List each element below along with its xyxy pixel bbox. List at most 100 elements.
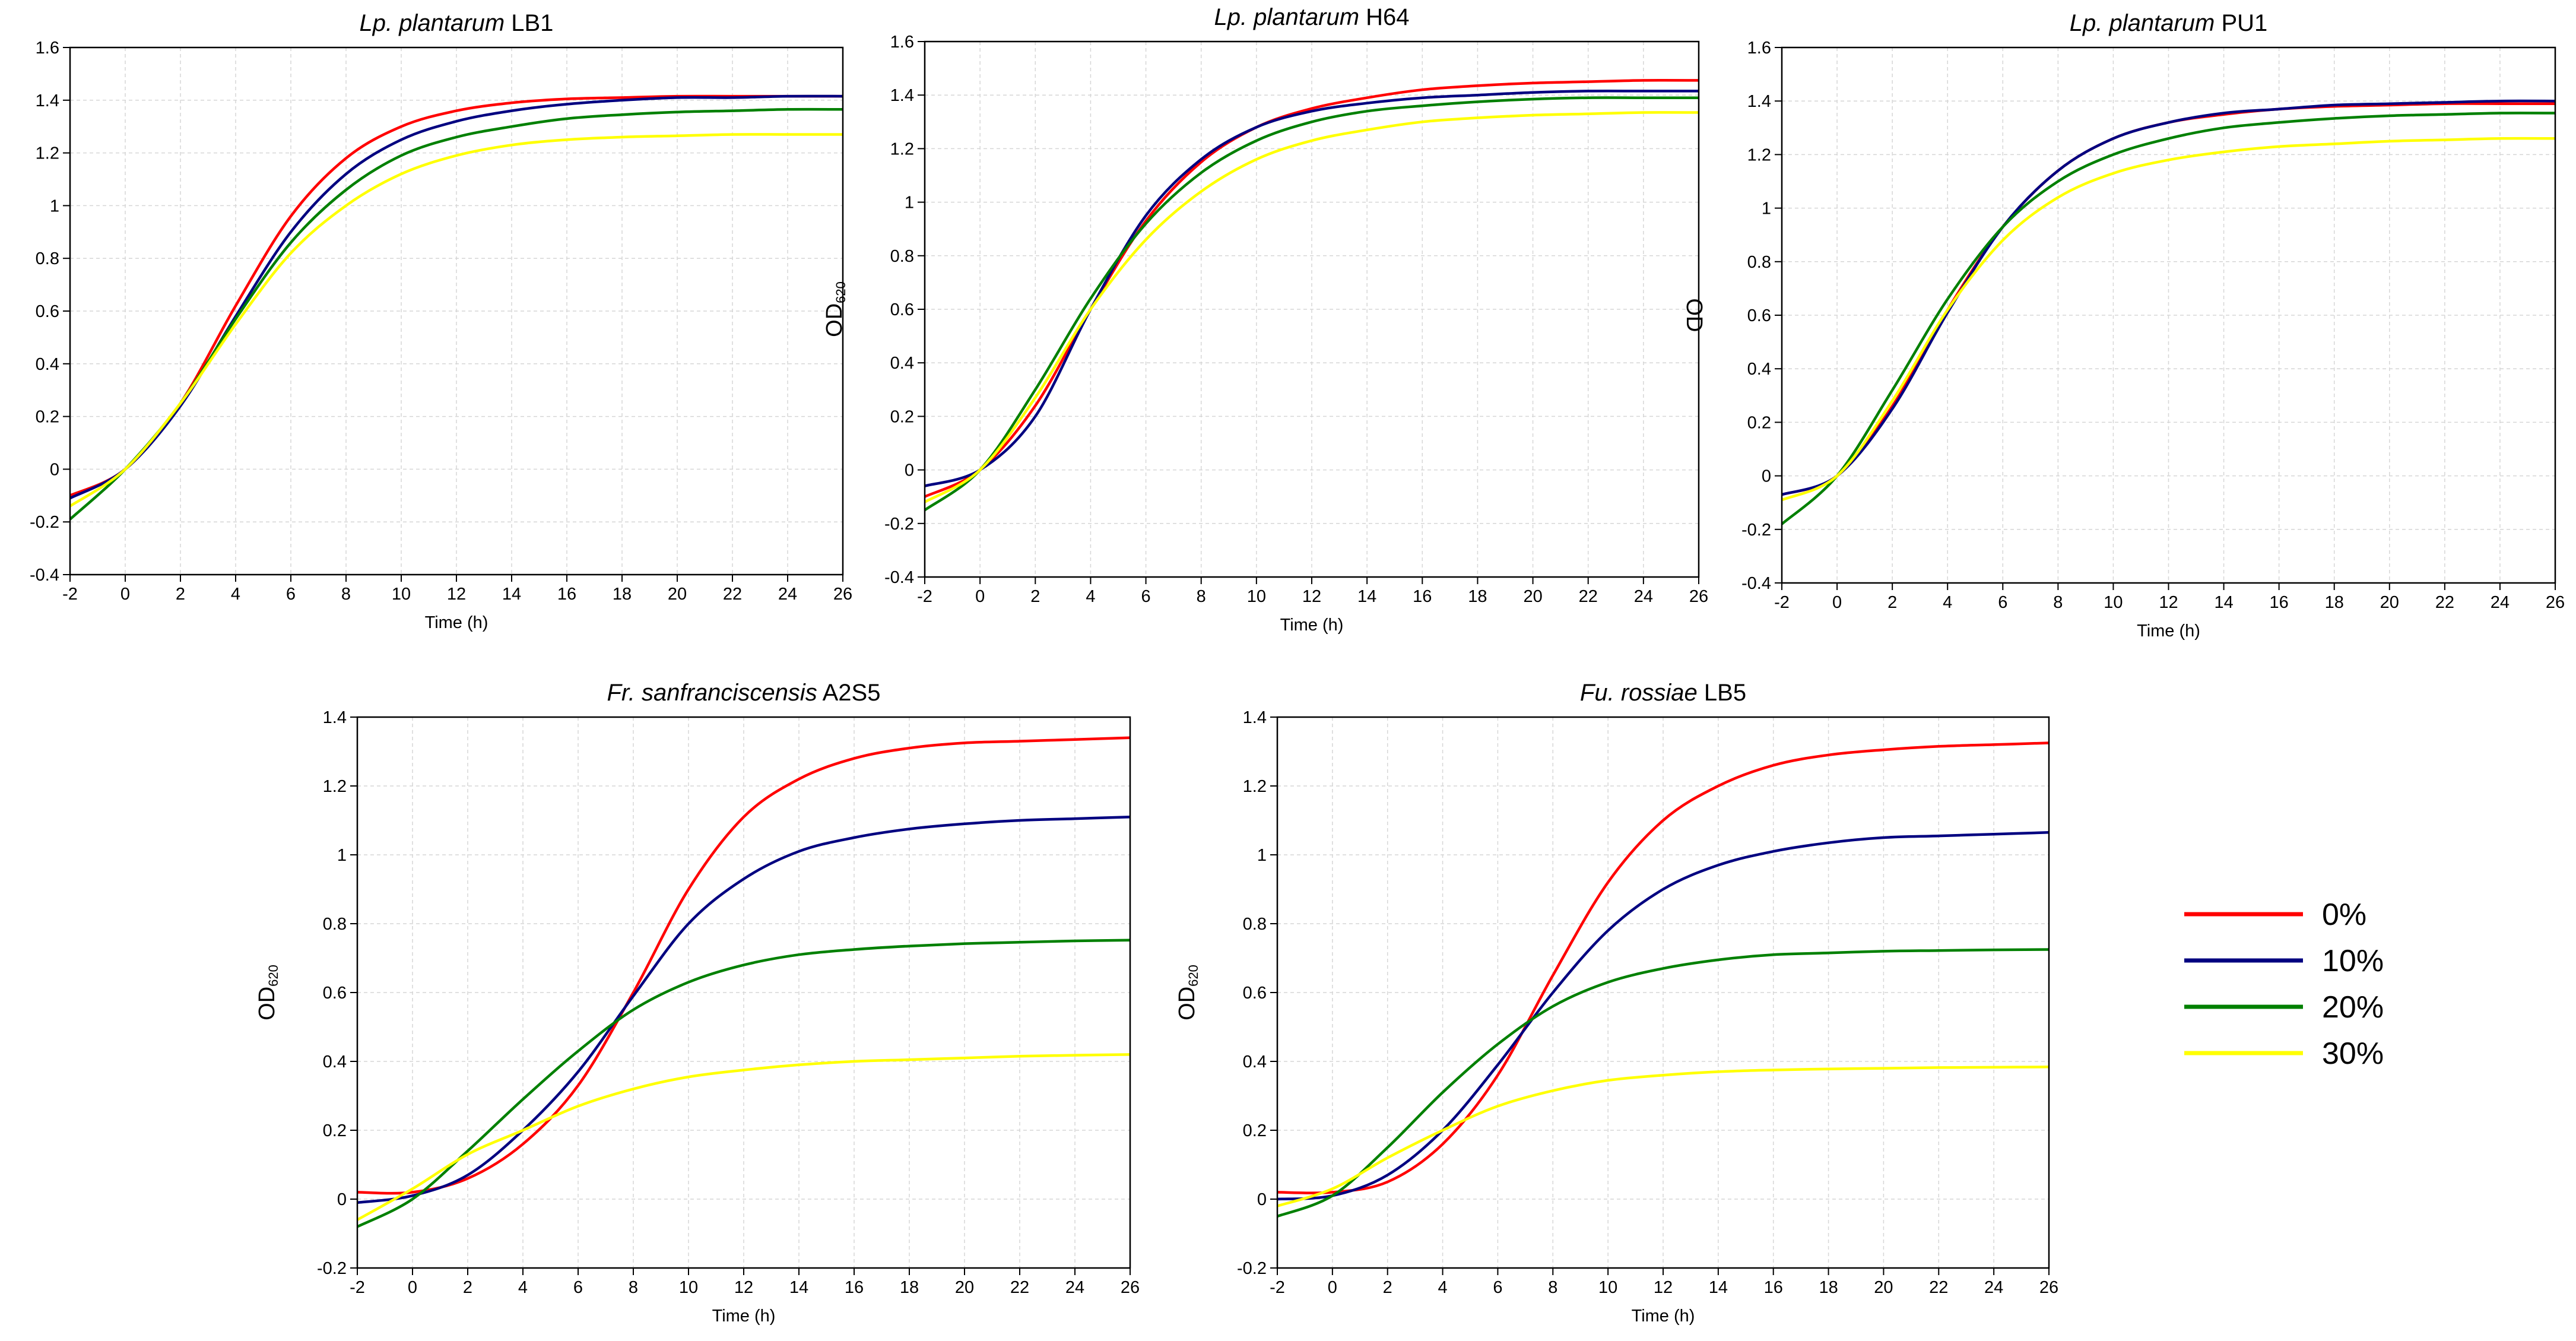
x-tick-label: 8 <box>1548 1278 1557 1297</box>
x-tick-label: 10 <box>1247 587 1266 606</box>
plot-frame <box>924 40 1700 578</box>
y-tick-label: 1 <box>905 194 914 213</box>
y-tick-label: 0 <box>337 1190 347 1209</box>
series-line-30pct <box>356 1053 1131 1221</box>
x-tick-label: 22 <box>1929 1278 1948 1297</box>
y-axis-label: OD620 <box>255 965 281 1020</box>
x-tick-label: 0 <box>1328 1278 1337 1297</box>
y-tick-label: 0.4 <box>1747 360 1771 379</box>
y-tick-label: 1 <box>50 196 59 215</box>
y-tick-label: 0.8 <box>36 249 59 268</box>
x-tick-label: 6 <box>286 585 296 604</box>
y-tick-label: 0.6 <box>36 302 59 321</box>
y-tick-label: 1.2 <box>1747 145 1771 164</box>
chart-panel-3: -2 0 2 4 6 8 10 12 14 16 18 20 22 24 26-0.4-0.200.20.4… <box>1682 10 2565 641</box>
y-tick-label: -0.2 <box>30 513 59 532</box>
series-line-20pct <box>1277 948 2050 1218</box>
x-tick-label: -2 <box>1270 1278 1285 1297</box>
x-tick-label: 18 <box>900 1278 919 1297</box>
x-tick-label: -2 <box>350 1278 365 1297</box>
x-tick-label: 16 <box>1413 587 1432 606</box>
chart-title: Lp. plantarum PU1 <box>2070 10 2268 36</box>
x-tick-label: 22 <box>723 585 742 604</box>
x-tick-label: 18 <box>613 585 632 604</box>
y-tick-label: 0.6 <box>1747 306 1771 325</box>
x-tick-label: 8 <box>629 1278 638 1297</box>
y-tick-label: 0.2 <box>323 1121 347 1140</box>
y-tick-label: 1.6 <box>890 33 914 52</box>
x-tick-label: 16 <box>557 585 576 604</box>
x-tick-label: 4 <box>518 1278 528 1297</box>
y-tick-label: -0.2 <box>317 1259 347 1278</box>
plot-frame <box>1781 46 2556 584</box>
y-tick-label: 0 <box>905 461 914 480</box>
y-tick-label: 0 <box>50 460 59 479</box>
chart-title: Lp. plantarum H64 <box>1214 4 1409 30</box>
x-tick-label: 20 <box>668 585 687 604</box>
x-tick-label: 26 <box>1121 1278 1140 1297</box>
y-tick-label: 0.8 <box>890 247 914 266</box>
x-tick-label: 18 <box>1819 1278 1838 1297</box>
y-tick-label: 0.4 <box>323 1052 347 1071</box>
legend-label: 20% <box>2322 990 2384 1025</box>
y-tick-label: 1.6 <box>1747 39 1771 58</box>
y-tick-label: -0.2 <box>884 515 914 534</box>
y-tick-label: 0.2 <box>36 408 59 427</box>
y-tick-label: 0.2 <box>890 407 914 426</box>
chart-title-species: Fu. rossiae <box>1580 680 1698 706</box>
series-line-20pct <box>69 107 843 521</box>
chart-title-strain: LB1 <box>505 10 553 36</box>
x-tick-label: 4 <box>1438 1278 1448 1297</box>
x-axis-label: Time (h) <box>425 613 488 632</box>
y-tick-label: 1.6 <box>36 39 59 58</box>
y-tick-label: 1.2 <box>890 140 914 158</box>
x-tick-label: 14 <box>789 1278 808 1297</box>
chart-panel-1: -2 0 2 4 6 8 10 12 14 16 18 20 22 24 26-0.4-0.200.20.4… <box>30 10 852 632</box>
series-line-10pct <box>1781 99 2556 496</box>
y-tick-label: 0.8 <box>1747 253 1771 272</box>
x-tick-label: 16 <box>1764 1278 1783 1297</box>
x-axis-label: Time (h) <box>1632 1307 1695 1326</box>
series-line-20pct <box>924 96 1699 512</box>
x-tick-label: 14 <box>1709 1278 1728 1297</box>
x-tick-label: 26 <box>1689 587 1708 606</box>
y-tick-label: 1 <box>1257 846 1267 865</box>
y-tick-label: 0.4 <box>36 355 59 374</box>
x-tick-label: 22 <box>1010 1278 1029 1297</box>
x-tick-label: 2 <box>1887 593 1897 612</box>
chart-title: Fr. sanfranciscensis A2S5 <box>607 680 881 706</box>
x-tick-label: 14 <box>2214 593 2233 612</box>
y-tick-label: 1.4 <box>1747 92 1771 111</box>
x-tick-label: 26 <box>2039 1278 2058 1297</box>
x-tick-label: 24 <box>2491 593 2510 612</box>
y-tick-label: -0.4 <box>884 568 914 587</box>
y-tick-label: 1 <box>1762 199 1771 218</box>
y-tick-label: 1.2 <box>36 144 59 163</box>
x-tick-label: 22 <box>2435 593 2454 612</box>
chart-title-species: Fr. sanfranciscensis <box>607 680 817 706</box>
chart-panel-2: -2 0 2 4 6 8 10 12 14 16 18 20 22 24 26-0.4-0.200.20.4… <box>822 4 1708 635</box>
x-tick-label: 24 <box>1984 1278 2003 1297</box>
x-axis-label: Time (h) <box>712 1307 776 1326</box>
x-tick-label: 2 <box>1383 1278 1392 1297</box>
plot-frame <box>1276 716 2050 1269</box>
x-tick-label: 20 <box>955 1278 974 1297</box>
x-tick-label: 22 <box>1579 587 1598 606</box>
y-tick-label: -0.2 <box>1237 1259 1267 1278</box>
y-tick-label: 0.6 <box>1243 984 1267 1003</box>
chart-title-strain: PU1 <box>2215 10 2267 36</box>
x-tick-label: 14 <box>1357 587 1376 606</box>
x-axis-label: Time (h) <box>2137 622 2200 641</box>
x-tick-label: 18 <box>2325 593 2344 612</box>
x-tick-label: -2 <box>1774 593 1790 612</box>
y-axis-label: OD <box>1682 299 1706 332</box>
series-line-10pct <box>357 815 1131 1204</box>
x-tick-label: 26 <box>2546 593 2565 612</box>
legend: 0% 10% 20% 30% <box>2184 898 2384 1071</box>
series-line-30pct <box>69 133 843 508</box>
x-tick-label: 4 <box>1943 593 1952 612</box>
x-tick-label: 12 <box>1302 587 1321 606</box>
y-tick-label: 0.2 <box>1747 413 1771 432</box>
x-tick-label: 12 <box>2159 593 2178 612</box>
